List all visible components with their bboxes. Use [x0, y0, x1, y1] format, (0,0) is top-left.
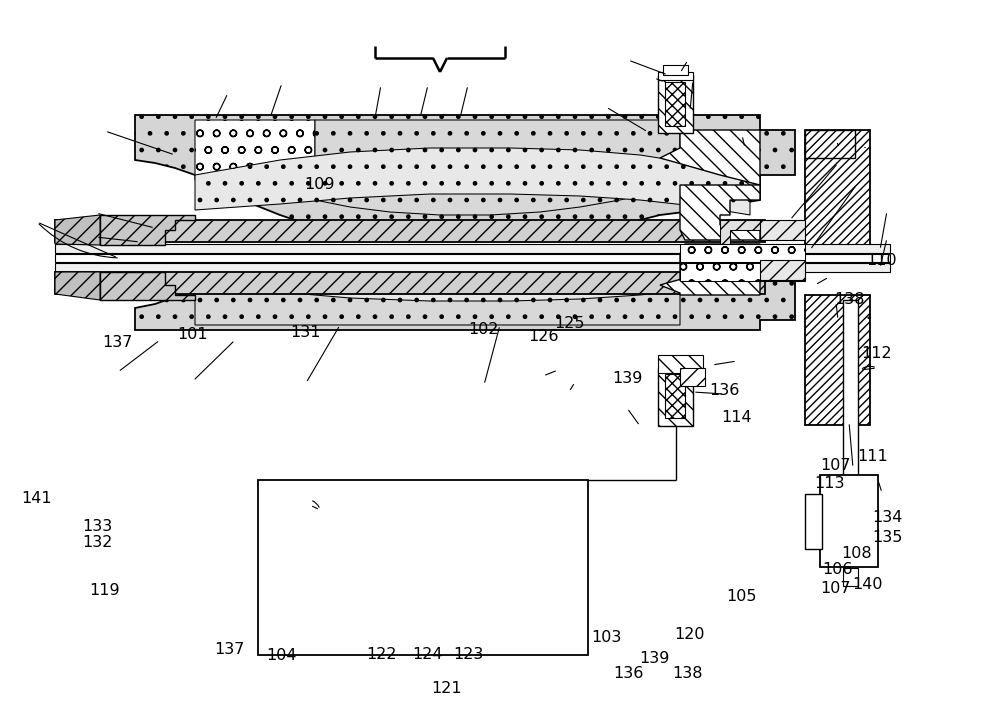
Polygon shape [195, 120, 315, 182]
Text: 126: 126 [528, 329, 558, 344]
Text: 114: 114 [722, 410, 752, 424]
Text: 111: 111 [858, 449, 888, 464]
Text: 131: 131 [291, 325, 321, 339]
Text: 110: 110 [867, 254, 897, 268]
Bar [55, 254, 890, 262]
Text: 108: 108 [842, 546, 872, 561]
Bar [658, 75, 693, 133]
Text: 141: 141 [22, 491, 52, 505]
Text: 135: 135 [872, 530, 902, 544]
Polygon shape [660, 130, 760, 185]
Bar [805, 130, 855, 158]
Bar [55, 272, 765, 294]
Polygon shape [135, 115, 795, 240]
Text: 123: 123 [453, 647, 483, 661]
Bar [805, 494, 822, 549]
Polygon shape [660, 265, 760, 295]
Bar [55, 263, 890, 272]
Bar [55, 244, 890, 253]
Polygon shape [135, 245, 795, 330]
Bar [680, 263, 805, 281]
Bar [843, 568, 858, 586]
Polygon shape [195, 148, 750, 215]
Text: 138: 138 [673, 667, 703, 681]
Text: 113: 113 [814, 476, 844, 490]
Text: 137: 137 [214, 642, 244, 656]
Text: 107: 107 [821, 581, 851, 595]
Bar [55, 220, 765, 242]
Text: 124: 124 [413, 647, 443, 661]
Polygon shape [195, 261, 680, 325]
Bar [843, 300, 858, 490]
Polygon shape [680, 185, 760, 240]
Text: 104: 104 [266, 649, 296, 663]
Text: 112: 112 [862, 346, 892, 360]
Bar [665, 82, 685, 126]
Polygon shape [720, 220, 760, 244]
Text: 120: 120 [675, 627, 705, 641]
Text: 101: 101 [178, 327, 208, 342]
Bar [805, 295, 870, 425]
Polygon shape [55, 215, 100, 245]
Text: 136: 136 [613, 667, 643, 681]
Bar [258, 480, 588, 655]
Bar [760, 260, 805, 280]
Bar [680, 368, 705, 386]
Polygon shape [680, 244, 760, 280]
Text: 121: 121 [432, 682, 462, 696]
Polygon shape [315, 120, 680, 215]
Text: 107: 107 [821, 459, 851, 473]
Bar [663, 65, 688, 75]
Text: 119: 119 [90, 583, 120, 597]
Bar [658, 72, 693, 80]
Text: 125: 125 [554, 316, 584, 331]
Text: 134: 134 [872, 510, 902, 525]
Text: 122: 122 [366, 647, 396, 661]
Text: 103: 103 [591, 630, 621, 644]
Text: 136: 136 [709, 383, 739, 398]
Bar [680, 244, 805, 262]
Text: 139: 139 [612, 372, 642, 386]
Text: 132: 132 [82, 535, 112, 549]
Bar [805, 130, 870, 260]
Text: 109: 109 [305, 177, 335, 191]
Polygon shape [100, 215, 195, 245]
Bar [760, 220, 805, 240]
Text: 133: 133 [82, 519, 112, 533]
Text: 139: 139 [639, 651, 669, 666]
Text: 106: 106 [823, 562, 853, 577]
Text: 105: 105 [727, 590, 757, 604]
Text: 140: 140 [853, 577, 883, 592]
Bar [820, 475, 878, 567]
Bar [658, 368, 693, 426]
Text: 137: 137 [102, 336, 132, 350]
Bar [658, 355, 703, 373]
Polygon shape [100, 272, 195, 300]
Text: 102: 102 [469, 322, 499, 336]
Polygon shape [55, 272, 100, 300]
Bar [665, 374, 685, 418]
Text: 138: 138 [834, 292, 864, 306]
Polygon shape [195, 246, 750, 301]
